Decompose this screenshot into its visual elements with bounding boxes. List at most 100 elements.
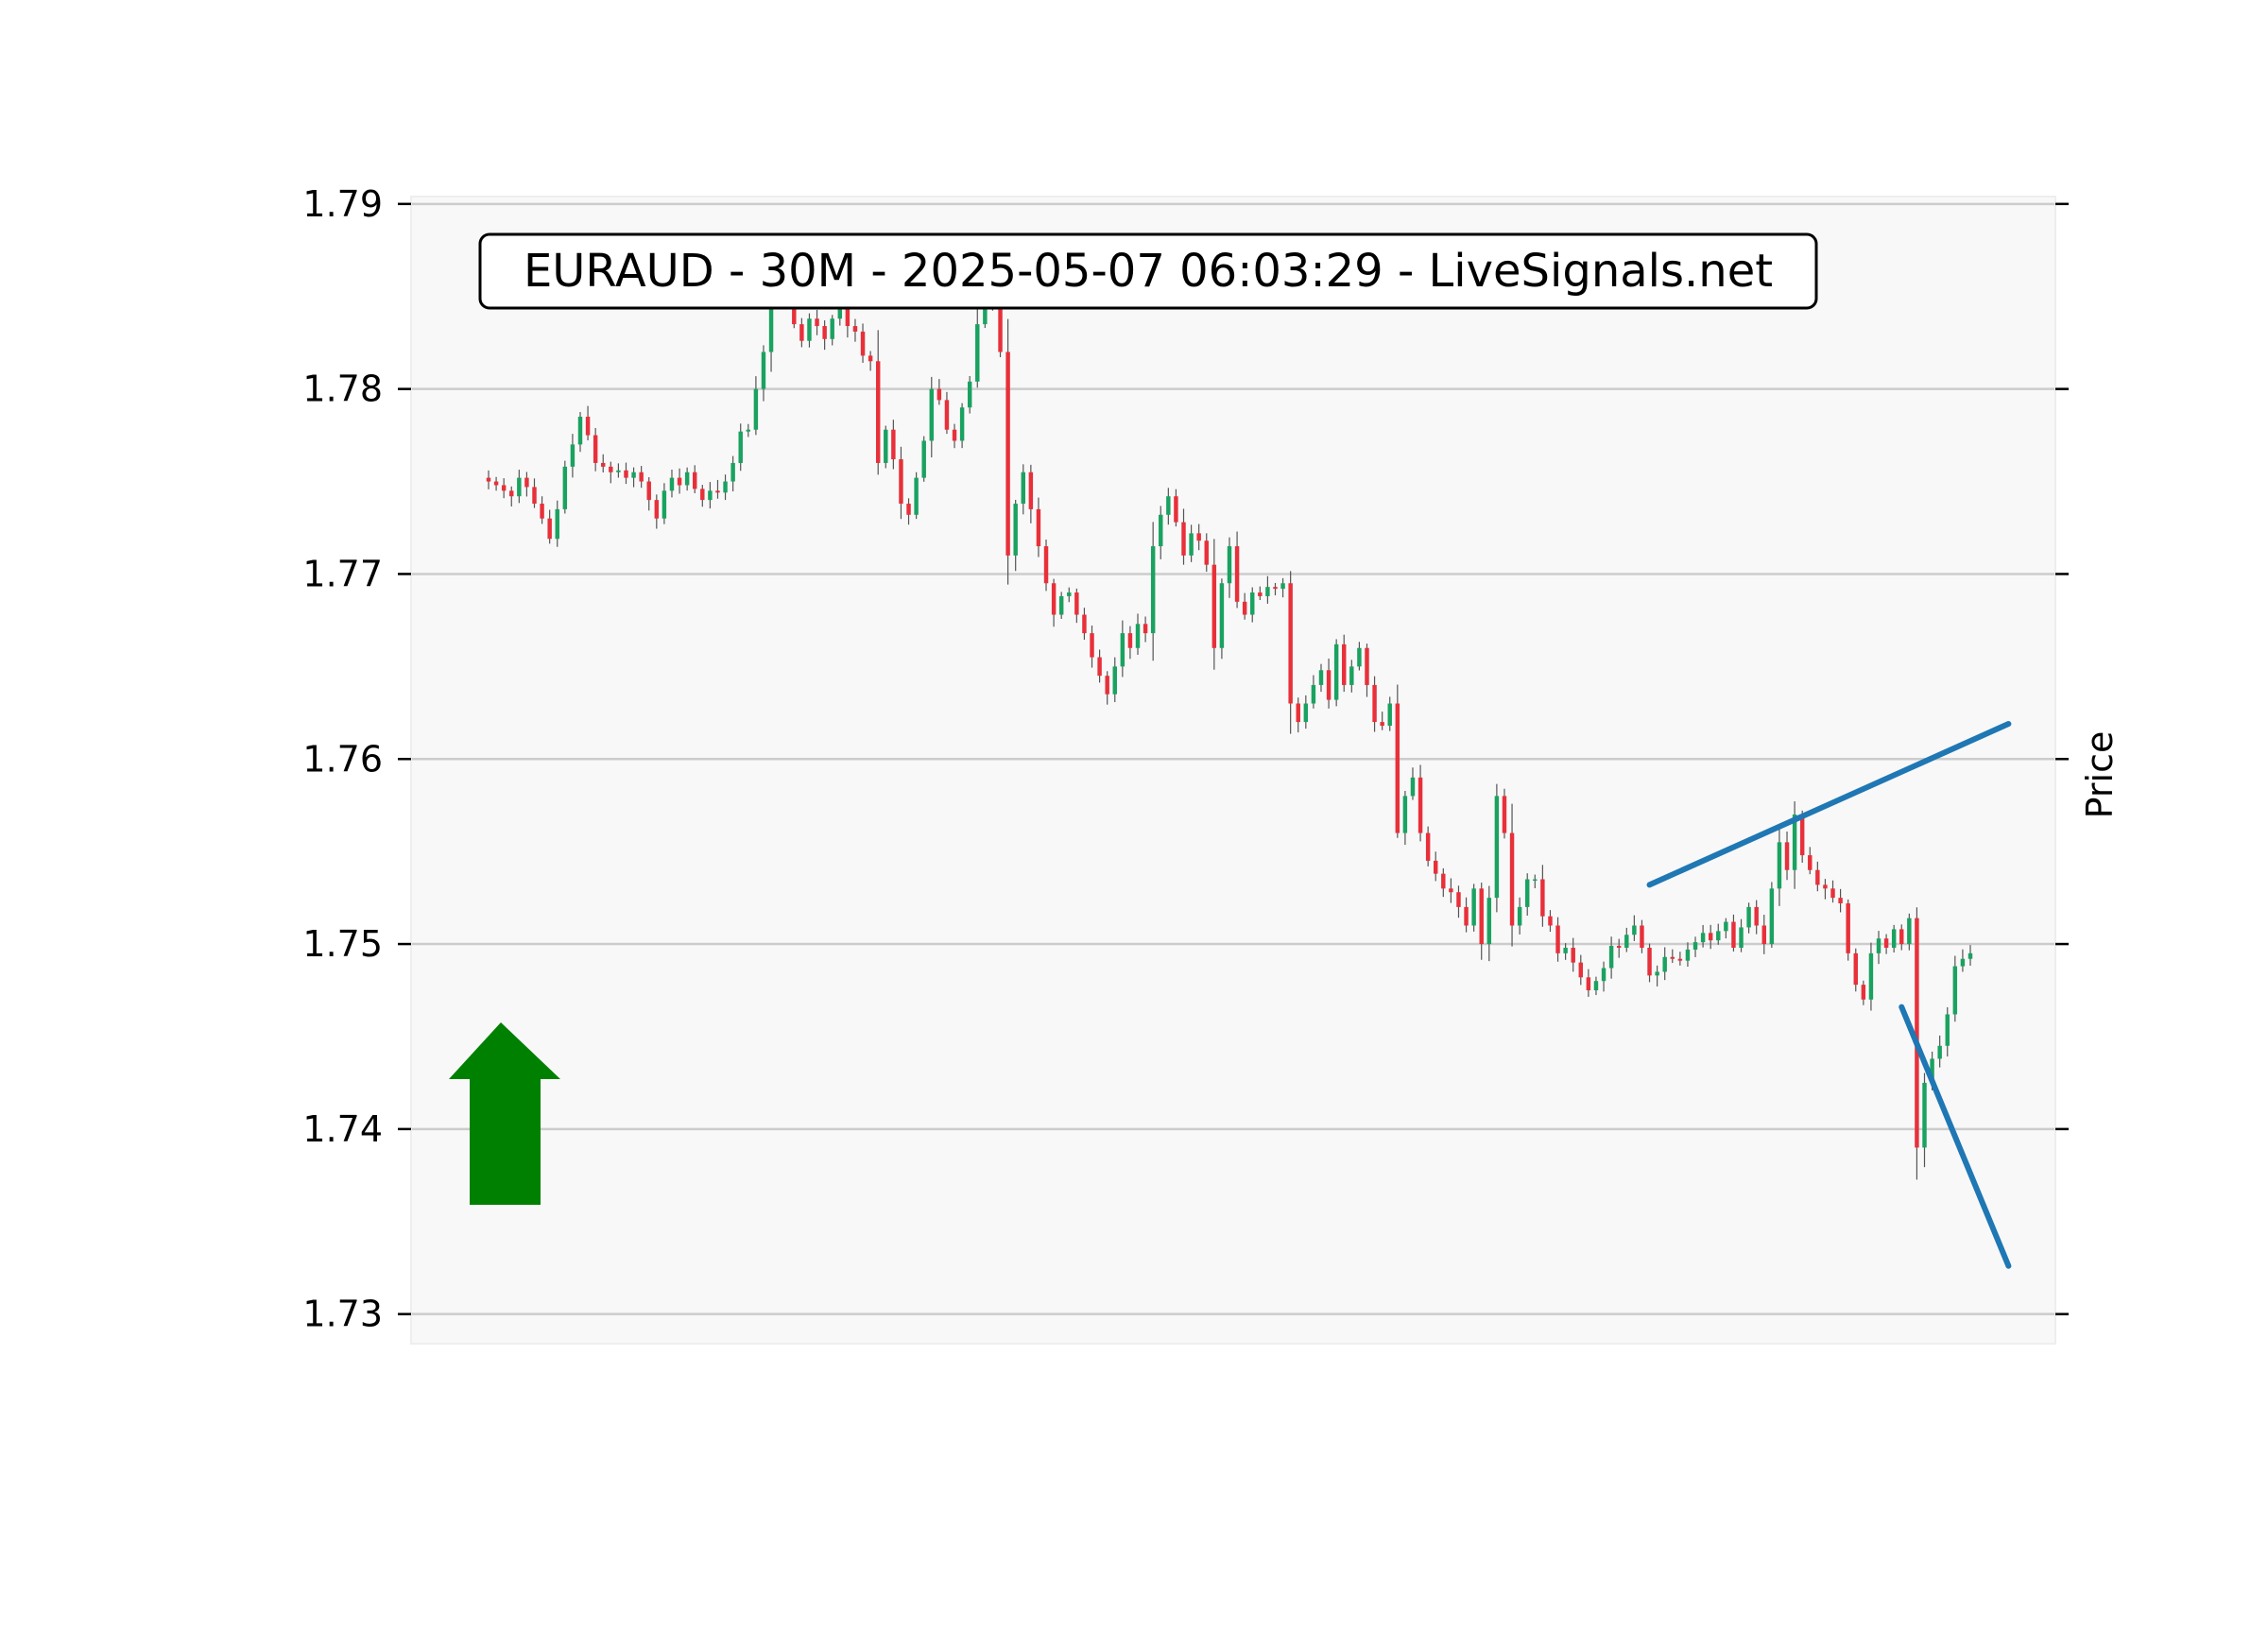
candle-body <box>1258 592 1263 596</box>
candle-body <box>662 490 667 519</box>
candle-body <box>1731 921 1736 948</box>
candle-body <box>1608 946 1614 969</box>
y-axis-label: Price <box>2079 731 2121 819</box>
candle-body <box>1640 925 1644 948</box>
candle-body <box>1563 947 1568 953</box>
candle-body <box>708 490 713 501</box>
candle-body <box>936 388 942 401</box>
candle-body <box>1204 540 1209 565</box>
plot-frame <box>410 196 2056 1345</box>
candle-body <box>1219 583 1225 648</box>
candle-body <box>517 477 522 497</box>
candle-body <box>1593 981 1599 991</box>
candle-body <box>1548 916 1553 926</box>
candle-body <box>669 477 675 491</box>
y-tick-label: 1.78 <box>302 369 383 410</box>
candle-body <box>1043 546 1049 584</box>
candle-body <box>1387 703 1392 727</box>
candle-body <box>1418 777 1423 833</box>
candle-body <box>1754 906 1759 926</box>
candle-body <box>1739 927 1744 948</box>
candle-body <box>822 326 827 339</box>
candle-body <box>1318 670 1324 685</box>
gridlines <box>410 196 2056 1345</box>
candle-body <box>577 417 583 445</box>
candle-body <box>1082 614 1087 634</box>
candle-body <box>654 500 660 519</box>
candle-body <box>952 429 957 441</box>
candle-body <box>1211 564 1217 648</box>
candle-body <box>1502 796 1507 833</box>
candle-body <box>509 490 514 497</box>
candle-body <box>1250 592 1255 615</box>
candle-body <box>1410 777 1416 797</box>
candle-body <box>1013 504 1018 556</box>
candle-body <box>1333 643 1339 700</box>
candle-body <box>616 470 621 472</box>
candle-body <box>1058 595 1064 615</box>
candle-body <box>1677 958 1683 961</box>
candle-body <box>570 444 576 467</box>
candle-body <box>700 489 705 501</box>
candle-body <box>1486 898 1492 945</box>
candle-body <box>914 477 919 515</box>
candle-body <box>730 462 735 482</box>
candle-body <box>1449 888 1453 893</box>
candle-body <box>1685 949 1691 961</box>
candle-body <box>1288 583 1293 704</box>
candle-body <box>929 388 935 441</box>
candle-body <box>1326 670 1332 700</box>
candle-body <box>1471 888 1476 926</box>
y-tick-label: 1.77 <box>302 553 383 594</box>
candle-body <box>1234 546 1240 602</box>
candle-body <box>715 490 720 493</box>
candle-body <box>1662 956 1667 972</box>
candle-body <box>830 318 834 339</box>
candle-body <box>585 417 591 436</box>
candle-body <box>1792 814 1797 870</box>
candle-body <box>1524 879 1530 907</box>
candle-body <box>1380 722 1384 727</box>
candle-body <box>624 470 628 478</box>
candle-body <box>891 429 896 460</box>
candle-body <box>1960 958 1966 967</box>
candle-body <box>792 296 797 325</box>
candle-body <box>532 487 537 505</box>
candle-body <box>1517 906 1522 926</box>
candle-body <box>486 477 491 482</box>
candle-body <box>1311 684 1316 704</box>
candle-body <box>1915 918 1919 1148</box>
candle-body <box>845 300 850 327</box>
up-arrow-icon <box>449 1022 560 1205</box>
chart-title-box: EURAUD - 30M - 2025-05-07 06:03:29 - Liv… <box>478 232 1818 310</box>
y-tick-label: 1.75 <box>302 923 383 965</box>
chart-title: EURAUD - 30M - 2025-05-07 06:03:29 - Liv… <box>524 245 1773 298</box>
candle-body <box>799 324 804 341</box>
candle-body <box>1571 947 1575 963</box>
candle-body <box>1799 814 1805 856</box>
candle-body <box>562 466 568 509</box>
candle-body <box>1952 966 1958 1015</box>
candle-body <box>1067 592 1072 596</box>
candle-body <box>1815 869 1820 885</box>
candle-body <box>1922 1082 1927 1148</box>
candle-body <box>1365 647 1369 685</box>
support-trendline <box>1899 1004 2012 1269</box>
candle-body <box>975 324 980 382</box>
candle-body <box>555 508 559 540</box>
candle-body <box>1586 977 1591 991</box>
candle-body <box>1861 985 1866 1000</box>
candle-body <box>1555 925 1560 953</box>
candle-body <box>1777 842 1782 889</box>
candle-body <box>723 481 728 493</box>
candle-body <box>1434 860 1438 874</box>
candle-body <box>1616 946 1622 948</box>
candle-body <box>540 504 544 519</box>
candle-body <box>959 407 965 441</box>
candle-body <box>1708 933 1713 941</box>
candle-body <box>493 481 499 486</box>
candle-body <box>1265 587 1270 596</box>
y-tick-label: 1.73 <box>302 1294 383 1335</box>
candle-body <box>1074 592 1079 615</box>
